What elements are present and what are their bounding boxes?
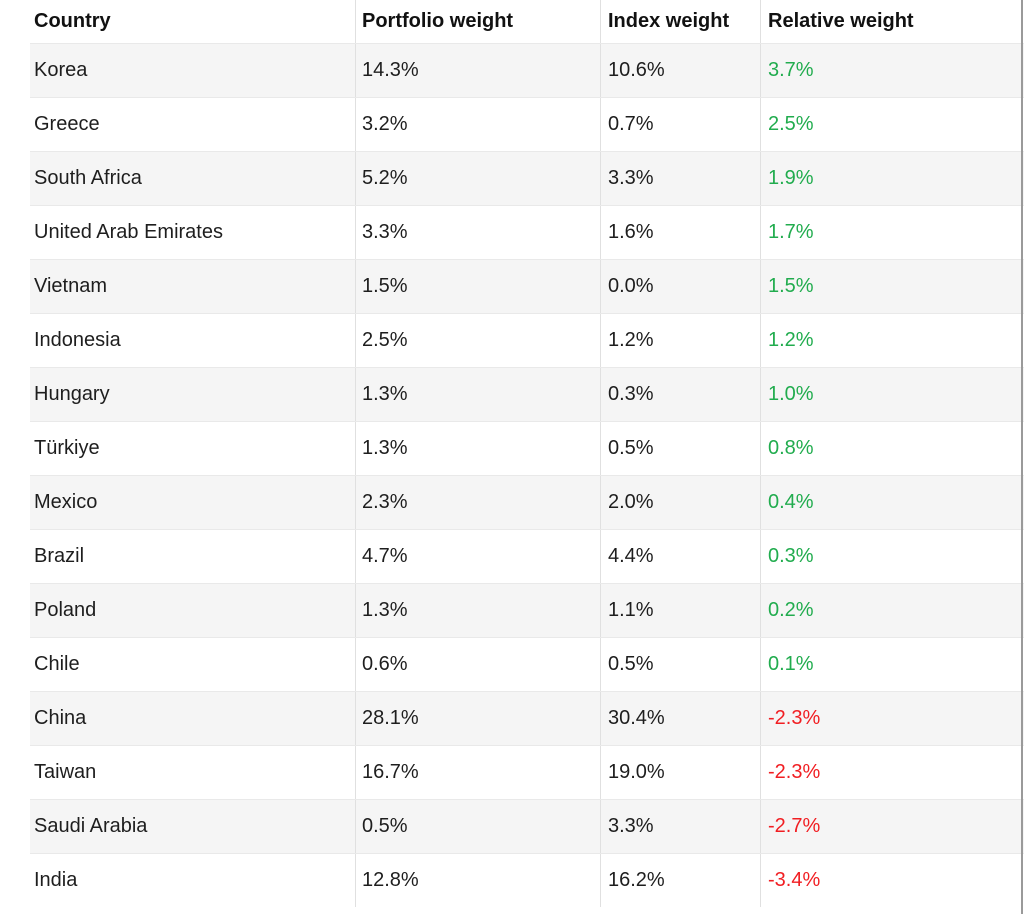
portfolio-weight-cell: 2.5% [355,314,600,367]
country-cell: Indonesia [34,329,121,351]
column-header-relative-weight: Relative weight [760,0,1024,43]
index-weight-cell: 3.3% [600,800,760,853]
column-header-portfolio-weight: Portfolio weight [355,0,600,43]
country-cell: Türkiye [34,437,100,459]
table-row: Saudi Arabia 0.5% 3.3% -2.7% [30,799,1024,853]
index-weight-cell: 1.6% [600,206,760,259]
portfolio-weight-cell: 3.2% [355,98,600,151]
relative-weight-cell: -2.3% [760,746,1024,799]
country-cell: United Arab Emirates [34,221,223,243]
table-header-row: Country Portfolio weight Index weight Re… [30,0,1024,43]
country-cell: India [34,869,78,891]
portfolio-weight-cell: 1.5% [355,260,600,313]
country-cell: Vietnam [34,275,108,297]
table-row: Brazil 4.7% 4.4% 0.3% [30,529,1024,583]
index-weight-cell: 4.4% [600,530,760,583]
portfolio-weight-cell: 5.2% [355,152,600,205]
portfolio-weight-cell: 0.5% [355,800,600,853]
table-row: United Arab Emirates 3.3% 1.6% 1.7% [30,205,1024,259]
index-weight-cell: 10.6% [600,44,760,97]
country-cell: Poland [34,599,97,621]
country-weights-table: Country Portfolio weight Index weight Re… [30,0,1024,907]
relative-weight-cell: -2.3% [760,692,1024,745]
index-weight-cell: 0.0% [600,260,760,313]
country-cell: Taiwan [34,761,97,783]
portfolio-weight-cell: 3.3% [355,206,600,259]
relative-weight-cell: 1.0% [760,368,1024,421]
index-weight-cell: 0.3% [600,368,760,421]
index-weight-cell: 0.7% [600,98,760,151]
portfolio-weight-cell: 14.3% [355,44,600,97]
country-cell: Saudi Arabia [34,815,148,837]
portfolio-weight-cell: 2.3% [355,476,600,529]
portfolio-weight-cell: 16.7% [355,746,600,799]
index-weight-cell: 3.3% [600,152,760,205]
portfolio-weight-cell: 0.6% [355,638,600,691]
column-header-index-weight: Index weight [600,0,760,43]
index-weight-cell: 0.5% [600,422,760,475]
portfolio-weight-cell: 4.7% [355,530,600,583]
country-cell: Greece [34,113,100,135]
index-weight-cell: 0.5% [600,638,760,691]
table-row: Vietnam 1.5% 0.0% 1.5% [30,259,1024,313]
table-row: Poland 1.3% 1.1% 0.2% [30,583,1024,637]
index-weight-cell: 1.1% [600,584,760,637]
table-body: Korea 14.3% 10.6% 3.7% Greece 3.2% 0.7% … [30,43,1024,907]
index-weight-cell: 1.2% [600,314,760,367]
table-row: Türkiye 1.3% 0.5% 0.8% [30,421,1024,475]
column-header-country: Country [34,10,111,32]
portfolio-weight-cell: 1.3% [355,368,600,421]
relative-weight-cell: 1.7% [760,206,1024,259]
relative-weight-cell: 0.8% [760,422,1024,475]
index-weight-cell: 19.0% [600,746,760,799]
relative-weight-cell: 0.1% [760,638,1024,691]
country-cell: Hungary [34,383,110,405]
relative-weight-cell: 3.7% [760,44,1024,97]
table-row: Mexico 2.3% 2.0% 0.4% [30,475,1024,529]
index-weight-cell: 16.2% [600,854,760,907]
relative-weight-cell: 0.3% [760,530,1024,583]
table-row: South Africa 5.2% 3.3% 1.9% [30,151,1024,205]
relative-weight-cell: -2.7% [760,800,1024,853]
table-row: Hungary 1.3% 0.3% 1.0% [30,367,1024,421]
country-cell: South Africa [34,167,142,189]
country-cell: China [34,707,87,729]
relative-weight-cell: -3.4% [760,854,1024,907]
table-row: Indonesia 2.5% 1.2% 1.2% [30,313,1024,367]
table-row: Greece 3.2% 0.7% 2.5% [30,97,1024,151]
relative-weight-cell: 1.9% [760,152,1024,205]
portfolio-weight-cell: 28.1% [355,692,600,745]
index-weight-cell: 2.0% [600,476,760,529]
portfolio-weight-cell: 1.3% [355,422,600,475]
relative-weight-cell: 2.5% [760,98,1024,151]
table-row: Chile 0.6% 0.5% 0.1% [30,637,1024,691]
table-row: Korea 14.3% 10.6% 3.7% [30,43,1024,97]
country-cell: Brazil [34,545,85,567]
country-cell: Chile [34,653,80,675]
relative-weight-cell: 1.5% [760,260,1024,313]
table-row: China 28.1% 30.4% -2.3% [30,691,1024,745]
portfolio-weight-cell: 12.8% [355,854,600,907]
relative-weight-cell: 1.2% [760,314,1024,367]
index-weight-cell: 30.4% [600,692,760,745]
country-cell: Mexico [34,491,98,513]
relative-weight-cell: 0.4% [760,476,1024,529]
country-cell: Korea [34,59,88,81]
table-row: India 12.8% 16.2% -3.4% [30,853,1024,907]
table-row: Taiwan 16.7% 19.0% -2.3% [30,745,1024,799]
relative-weight-cell: 0.2% [760,584,1024,637]
portfolio-weight-cell: 1.3% [355,584,600,637]
right-edge-divider [1021,0,1023,914]
